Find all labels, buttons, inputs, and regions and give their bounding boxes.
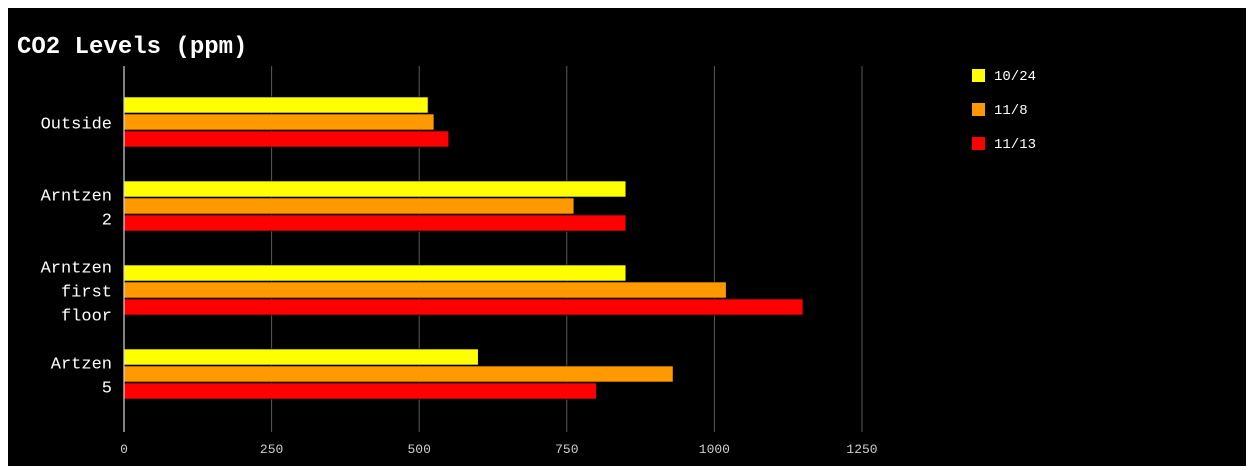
bar [123, 281, 727, 299]
legend-label: 11/8 [994, 103, 1028, 119]
category-label: 2 [102, 212, 112, 231]
x-tick-label: 1250 [846, 442, 877, 457]
legend-label: 11/13 [994, 137, 1036, 153]
chart-title: CO2 Levels (ppm) [17, 34, 247, 61]
x-tick-label: 1000 [699, 442, 730, 457]
bar [123, 197, 575, 215]
legend-swatch [972, 103, 985, 116]
x-tick-labels: 0 250 500 750 1000 1250 [120, 442, 878, 457]
category-label: floor [61, 308, 112, 327]
x-tick-label: 250 [260, 442, 283, 457]
bar [123, 264, 627, 282]
category-label: Arntzen [41, 260, 112, 279]
bars [123, 96, 804, 400]
category-label: Artzen [51, 356, 112, 375]
bar [123, 214, 627, 232]
x-tick-label: 500 [407, 442, 430, 457]
bar [123, 96, 429, 114]
legend: 10/24 11/8 11/13 [972, 69, 1036, 153]
category-labels: Outside Arntzen 2 Arntzen first floor Artzen 5 [41, 116, 112, 399]
bar [123, 180, 627, 198]
bar [123, 298, 804, 316]
legend-swatch [972, 137, 985, 150]
category-label: Arntzen [41, 188, 112, 207]
x-tick-label: 750 [555, 442, 578, 457]
legend-swatch [972, 69, 985, 82]
category-label: 5 [102, 380, 112, 399]
legend-label: 10/24 [994, 69, 1036, 85]
bar [123, 365, 674, 383]
bar [123, 382, 597, 400]
bar [123, 113, 435, 131]
category-label: Outside [41, 116, 112, 135]
bar [123, 130, 450, 148]
x-tick-label: 0 [120, 442, 128, 457]
bar [123, 348, 479, 366]
category-label: first [61, 284, 112, 303]
